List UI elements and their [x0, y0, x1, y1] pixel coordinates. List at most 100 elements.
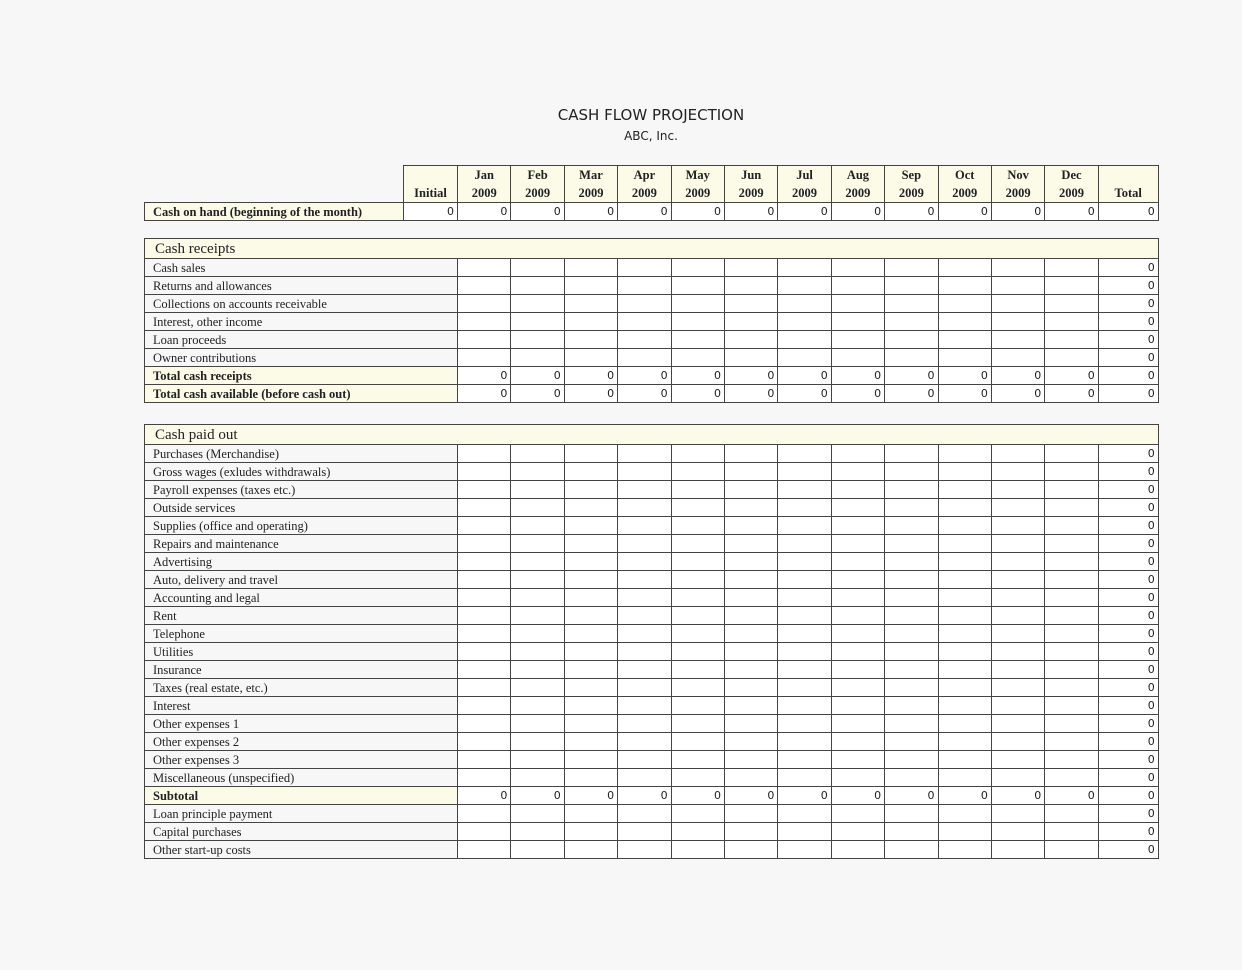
input-cell[interactable] — [617, 258, 672, 277]
input-cell[interactable] — [990, 804, 1046, 823]
input-cell[interactable] — [1044, 660, 1099, 679]
input-cell[interactable] — [563, 480, 619, 499]
input-cell[interactable] — [937, 642, 992, 661]
input-cell[interactable] — [990, 768, 1046, 787]
input-cell[interactable] — [990, 642, 1046, 661]
input-cell[interactable] — [563, 642, 619, 661]
input-cell[interactable] — [617, 552, 672, 571]
input-cell[interactable] — [990, 498, 1046, 517]
value-cell[interactable]: 0 — [990, 366, 1046, 385]
input-cell[interactable] — [723, 312, 779, 331]
input-cell[interactable] — [937, 570, 992, 589]
input-cell[interactable] — [670, 294, 725, 313]
value-cell[interactable]: 0 — [403, 202, 458, 221]
input-cell[interactable] — [670, 804, 725, 823]
input-cell[interactable] — [510, 840, 565, 859]
input-cell[interactable] — [510, 804, 565, 823]
input-cell[interactable] — [777, 696, 832, 715]
input-cell[interactable] — [884, 660, 939, 679]
input-cell[interactable] — [670, 660, 725, 679]
input-cell[interactable] — [884, 732, 939, 751]
input-cell[interactable] — [1044, 606, 1099, 625]
input-cell[interactable] — [510, 768, 565, 787]
input-cell[interactable] — [1044, 312, 1099, 331]
value-cell[interactable]: 0 — [884, 366, 939, 385]
input-cell[interactable] — [830, 552, 886, 571]
input-cell[interactable] — [563, 768, 619, 787]
input-cell[interactable] — [563, 732, 619, 751]
input-cell[interactable] — [563, 294, 619, 313]
input-cell[interactable] — [884, 768, 939, 787]
input-cell[interactable] — [830, 750, 886, 769]
input-cell[interactable] — [510, 696, 565, 715]
input-cell[interactable] — [617, 276, 672, 295]
input-cell[interactable] — [990, 516, 1046, 535]
input-cell[interactable] — [670, 840, 725, 859]
value-cell[interactable]: 0 — [456, 366, 512, 385]
input-cell[interactable] — [617, 444, 672, 463]
input-cell[interactable] — [884, 294, 939, 313]
value-cell[interactable]: 0 — [563, 202, 619, 221]
input-cell[interactable] — [670, 258, 725, 277]
input-cell[interactable] — [563, 348, 619, 367]
value-cell[interactable]: 0 — [937, 384, 992, 403]
input-cell[interactable] — [777, 642, 832, 661]
value-cell[interactable]: 0 — [617, 366, 672, 385]
input-cell[interactable] — [937, 312, 992, 331]
input-cell[interactable] — [830, 498, 886, 517]
input-cell[interactable] — [723, 348, 779, 367]
input-cell[interactable] — [456, 606, 512, 625]
input-cell[interactable] — [617, 642, 672, 661]
input-cell[interactable] — [456, 768, 512, 787]
value-cell[interactable]: 0 — [1044, 384, 1099, 403]
input-cell[interactable] — [777, 840, 832, 859]
input-cell[interactable] — [617, 678, 672, 697]
input-cell[interactable] — [510, 312, 565, 331]
input-cell[interactable] — [1044, 534, 1099, 553]
input-cell[interactable] — [830, 588, 886, 607]
input-cell[interactable] — [617, 768, 672, 787]
input-cell[interactable] — [510, 480, 565, 499]
input-cell[interactable] — [510, 258, 565, 277]
input-cell[interactable] — [617, 696, 672, 715]
input-cell[interactable] — [456, 534, 512, 553]
input-cell[interactable] — [884, 534, 939, 553]
input-cell[interactable] — [617, 840, 672, 859]
value-cell[interactable]: 0 — [510, 786, 565, 805]
input-cell[interactable] — [723, 330, 779, 349]
input-cell[interactable] — [830, 642, 886, 661]
input-cell[interactable] — [617, 804, 672, 823]
input-cell[interactable] — [990, 840, 1046, 859]
input-cell[interactable] — [830, 678, 886, 697]
input-cell[interactable] — [723, 804, 779, 823]
value-cell[interactable]: 0 — [563, 786, 619, 805]
input-cell[interactable] — [937, 534, 992, 553]
input-cell[interactable] — [937, 696, 992, 715]
value-cell[interactable]: 0 — [830, 366, 886, 385]
input-cell[interactable] — [563, 462, 619, 481]
input-cell[interactable] — [1044, 258, 1099, 277]
input-cell[interactable] — [830, 822, 886, 841]
input-cell[interactable] — [1044, 804, 1099, 823]
input-cell[interactable] — [777, 348, 832, 367]
input-cell[interactable] — [510, 462, 565, 481]
value-cell[interactable]: 0 — [456, 786, 512, 805]
input-cell[interactable] — [617, 516, 672, 535]
input-cell[interactable] — [937, 348, 992, 367]
input-cell[interactable] — [777, 294, 832, 313]
input-cell[interactable] — [937, 624, 992, 643]
input-cell[interactable] — [563, 840, 619, 859]
input-cell[interactable] — [563, 276, 619, 295]
input-cell[interactable] — [777, 678, 832, 697]
input-cell[interactable] — [670, 276, 725, 295]
input-cell[interactable] — [456, 498, 512, 517]
input-cell[interactable] — [1044, 768, 1099, 787]
value-cell[interactable]: 0 — [777, 202, 832, 221]
value-cell[interactable]: 0 — [830, 202, 886, 221]
input-cell[interactable] — [563, 606, 619, 625]
input-cell[interactable] — [510, 678, 565, 697]
input-cell[interactable] — [510, 534, 565, 553]
input-cell[interactable] — [510, 732, 565, 751]
input-cell[interactable] — [510, 642, 565, 661]
input-cell[interactable] — [670, 348, 725, 367]
